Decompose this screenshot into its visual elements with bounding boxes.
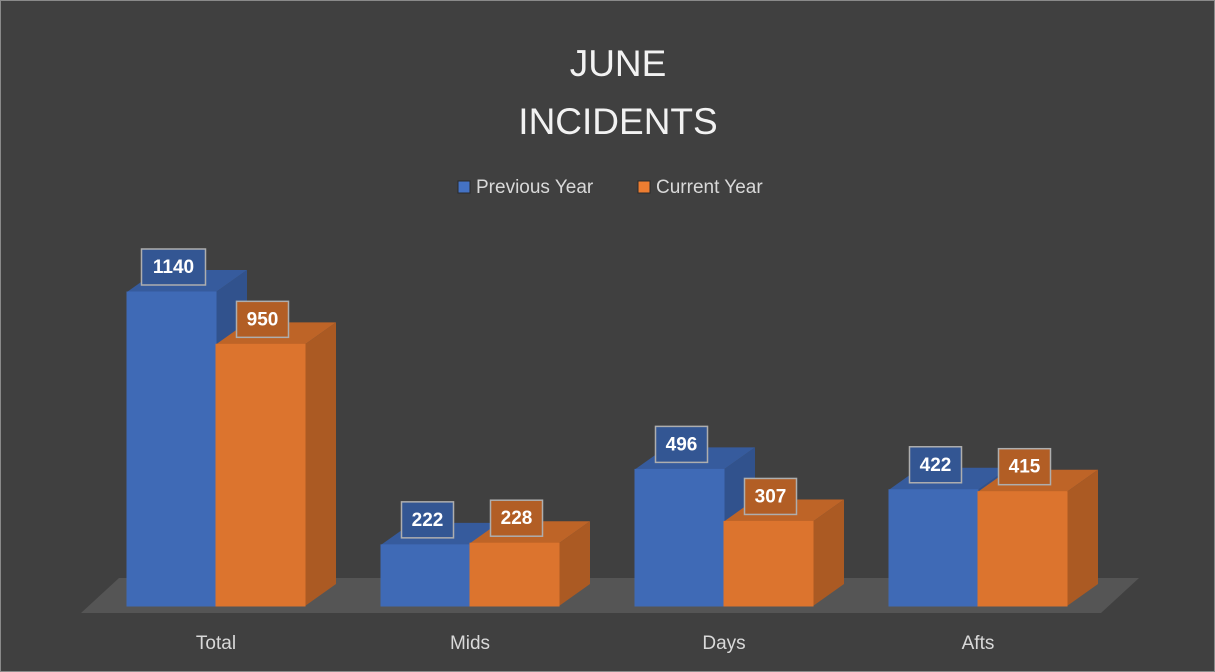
bar-front xyxy=(126,291,217,607)
value-label: 228 xyxy=(501,508,533,529)
value-label: 950 xyxy=(247,309,279,330)
bar-side xyxy=(305,322,336,606)
chart-title: JUNE INCIDENTS xyxy=(518,43,718,142)
value-label-box xyxy=(489,499,544,537)
legend-label: Previous Year xyxy=(476,177,594,198)
floor xyxy=(81,578,1139,613)
bar-front xyxy=(723,520,814,607)
value-label: 1140 xyxy=(153,257,194,278)
value-label-box xyxy=(140,248,207,286)
bar-side xyxy=(1067,469,1098,606)
bar-front xyxy=(977,491,1068,607)
value-label: 307 xyxy=(755,486,787,507)
legend-label: Current Year xyxy=(656,177,763,198)
bar xyxy=(215,322,336,607)
legend-swatch xyxy=(637,180,651,194)
value-label-box xyxy=(997,447,1052,486)
value-label: 422 xyxy=(920,455,952,476)
bar-front xyxy=(380,544,471,607)
x-tick-label: Total xyxy=(196,633,236,654)
value-label-box xyxy=(654,425,709,464)
bar-side xyxy=(559,521,590,606)
legend-swatch xyxy=(457,180,471,194)
value-label-box xyxy=(743,477,798,516)
bar xyxy=(977,469,1098,607)
value-label-box xyxy=(400,501,455,539)
bar-front xyxy=(215,343,306,607)
value-label-box xyxy=(235,300,290,339)
value-label: 222 xyxy=(412,510,444,531)
value-label: 415 xyxy=(1009,457,1041,478)
bar-front xyxy=(469,542,560,607)
bar-front xyxy=(634,468,725,607)
bar xyxy=(723,499,844,607)
x-tick-label: Days xyxy=(702,633,745,654)
bar-side xyxy=(813,499,844,606)
value-label-box xyxy=(908,446,963,484)
bar-front xyxy=(888,489,979,607)
x-tick-label: Afts xyxy=(962,633,995,654)
x-tick-label: Mids xyxy=(450,633,490,654)
value-label: 496 xyxy=(666,434,698,455)
